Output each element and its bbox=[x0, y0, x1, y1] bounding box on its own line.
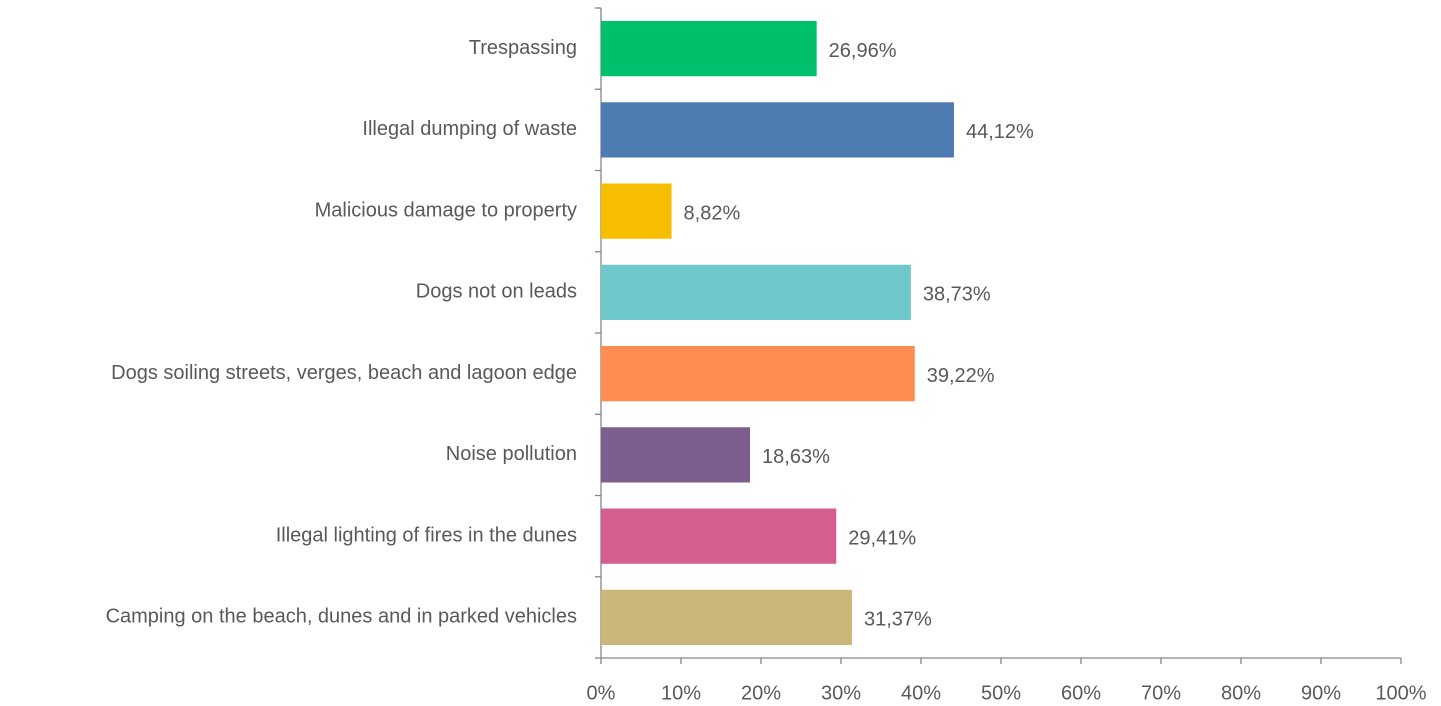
x-tick-label: 90% bbox=[1301, 682, 1341, 704]
bar bbox=[601, 589, 852, 645]
y-tick-label: Dogs not on leads bbox=[416, 281, 577, 303]
value-label: 38,73% bbox=[923, 284, 991, 306]
x-tick-label: 60% bbox=[1061, 682, 1101, 704]
value-label: 39,22% bbox=[927, 365, 995, 387]
y-tick-label: Illegal dumping of waste bbox=[362, 118, 577, 140]
y-tick-label: Dogs soiling streets, verges, beach and … bbox=[111, 362, 577, 384]
value-label: 44,12% bbox=[966, 121, 1034, 143]
x-tick-label: 0% bbox=[587, 682, 616, 704]
value-label: 18,63% bbox=[762, 446, 830, 468]
y-tick-label: Illegal lighting of fires in the dunes bbox=[276, 524, 577, 546]
value-label: 29,41% bbox=[848, 527, 916, 549]
x-tick-label: 50% bbox=[981, 682, 1021, 704]
x-tick-label: 100% bbox=[1375, 682, 1426, 704]
x-tick-label: 10% bbox=[661, 682, 701, 704]
bar bbox=[601, 264, 911, 320]
bar bbox=[601, 427, 751, 483]
x-tick-label: 20% bbox=[741, 682, 781, 704]
x-tick-label: 80% bbox=[1221, 682, 1261, 704]
y-tick-label: Malicious damage to property bbox=[315, 199, 577, 221]
bar bbox=[601, 508, 837, 564]
y-tick-label: Camping on the beach, dunes and in parke… bbox=[106, 606, 577, 628]
x-tick-label: 70% bbox=[1141, 682, 1181, 704]
value-label: 26,96% bbox=[829, 40, 897, 62]
y-tick-label: Noise pollution bbox=[446, 443, 577, 465]
value-label: 31,37% bbox=[864, 609, 932, 631]
value-label: 8,82% bbox=[684, 202, 741, 224]
x-tick-label: 30% bbox=[821, 682, 861, 704]
bar bbox=[601, 183, 672, 239]
y-tick-label: Trespassing bbox=[469, 37, 577, 59]
bar bbox=[601, 346, 915, 402]
bar bbox=[601, 21, 817, 77]
x-tick-label: 40% bbox=[901, 682, 941, 704]
bar bbox=[601, 102, 954, 158]
